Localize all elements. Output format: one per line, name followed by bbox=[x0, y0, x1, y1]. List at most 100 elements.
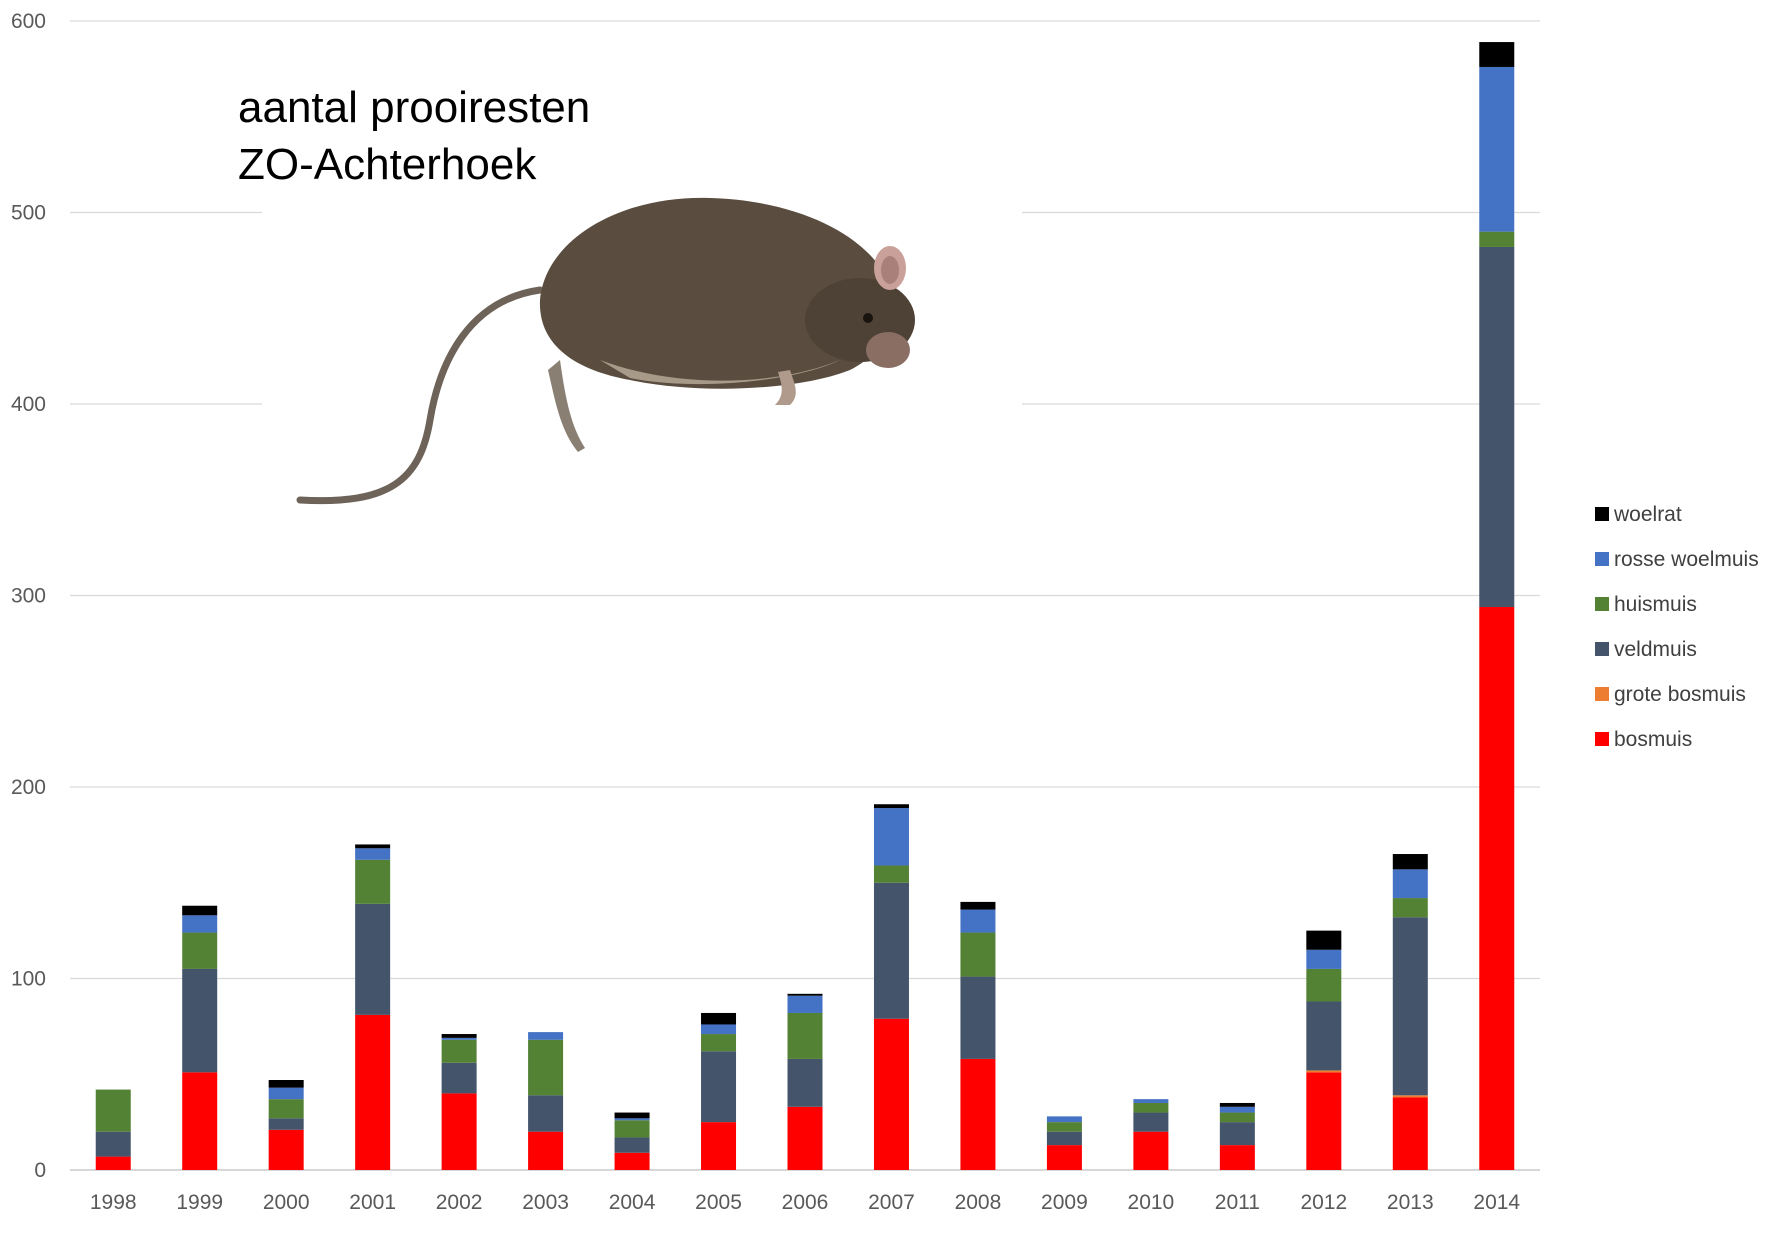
bar-segment bbox=[1133, 1099, 1169, 1103]
bar-segment bbox=[1392, 917, 1428, 1096]
legend-swatch bbox=[1595, 642, 1609, 656]
y-tick-label: 500 bbox=[11, 202, 46, 225]
x-tick-label: 2011 bbox=[1215, 1191, 1260, 1214]
bar-segment bbox=[182, 1072, 218, 1170]
y-tick-label: 400 bbox=[11, 393, 46, 416]
bar-segment bbox=[1046, 1122, 1082, 1132]
bar-segment bbox=[1306, 1001, 1342, 1071]
bar-segment bbox=[528, 1131, 564, 1170]
bar-segment bbox=[1133, 1131, 1169, 1170]
bar-segment bbox=[960, 909, 996, 933]
bar-segment bbox=[1479, 606, 1515, 1170]
bar-segment bbox=[95, 1089, 131, 1132]
bar-segment bbox=[1219, 1106, 1255, 1113]
legend: woelrat rosse woelmuis huismuis veldmuis gro… bbox=[1595, 503, 1759, 751]
bar-segment bbox=[1479, 42, 1515, 67]
bar-segment bbox=[960, 901, 996, 910]
bar-segment bbox=[355, 848, 391, 860]
x-tick-label: 2010 bbox=[1128, 1191, 1175, 1214]
x-tick-label: 2014 bbox=[1473, 1191, 1520, 1214]
legend-label: bosmuis bbox=[1614, 728, 1692, 751]
bar-segment bbox=[960, 1058, 996, 1170]
bar-segment bbox=[1392, 1095, 1428, 1098]
bar-segment bbox=[701, 1012, 737, 1025]
bar-segment bbox=[528, 1095, 564, 1132]
bar-segment bbox=[787, 995, 823, 1013]
bar-segment bbox=[614, 1120, 650, 1138]
legend-swatch bbox=[1595, 687, 1609, 701]
bar-segment bbox=[873, 865, 909, 883]
bar-segment bbox=[787, 1106, 823, 1170]
bar-segment bbox=[1046, 1131, 1082, 1146]
bar-segment bbox=[268, 1079, 304, 1088]
bar-segment bbox=[1219, 1112, 1255, 1123]
bar-segment bbox=[1219, 1145, 1255, 1170]
bar-segment bbox=[701, 1034, 737, 1052]
bar-segment bbox=[441, 1037, 477, 1040]
mouse-photo bbox=[262, 195, 1022, 505]
bar-segment bbox=[355, 903, 391, 1015]
x-tick-label: 2003 bbox=[522, 1191, 569, 1214]
bar-segment bbox=[1392, 869, 1428, 899]
bar-segment bbox=[701, 1024, 737, 1035]
bar-segment bbox=[873, 808, 909, 866]
legend-swatch bbox=[1595, 552, 1609, 566]
bars bbox=[95, 42, 1515, 1170]
bar-segment bbox=[1306, 930, 1342, 950]
bar-segment bbox=[873, 804, 909, 809]
x-tick-label: 2000 bbox=[263, 1191, 310, 1214]
legend-label: huismuis bbox=[1614, 593, 1697, 616]
bar-segment bbox=[1046, 1145, 1082, 1170]
bar-segment bbox=[268, 1087, 304, 1100]
bar-segment bbox=[1306, 1070, 1342, 1073]
x-tick-label: 2007 bbox=[868, 1191, 915, 1214]
bar-segment bbox=[441, 1034, 477, 1038]
x-axis: 1998 1999 2000 2001 2002 2003 2004 2005 2006 2007… bbox=[90, 1191, 1521, 1214]
bar-segment bbox=[787, 1012, 823, 1059]
bar-segment bbox=[1219, 1122, 1255, 1146]
bar-segment bbox=[1479, 246, 1515, 607]
legend-swatch bbox=[1595, 732, 1609, 746]
bar-segment bbox=[355, 1014, 391, 1170]
bar-segment bbox=[614, 1152, 650, 1170]
bar-segment bbox=[960, 976, 996, 1059]
chart-title-line: ZO-Achterhoek bbox=[238, 140, 537, 189]
bar-segment bbox=[614, 1137, 650, 1153]
bar-segment bbox=[873, 882, 909, 1019]
bar-segment bbox=[1479, 231, 1515, 247]
legend-label: grote bosmuis bbox=[1614, 683, 1746, 706]
y-tick-label: 0 bbox=[34, 1159, 46, 1182]
bar-segment bbox=[1219, 1102, 1255, 1107]
y-tick-label: 200 bbox=[11, 776, 46, 799]
bar-segment bbox=[441, 1039, 477, 1063]
bar-segment bbox=[1306, 968, 1342, 1002]
bar-segment bbox=[787, 1058, 823, 1107]
bar-segment bbox=[1133, 1112, 1169, 1132]
chart-title-line: aantal prooiresten bbox=[238, 83, 590, 132]
bar-segment bbox=[701, 1051, 737, 1123]
bar-segment bbox=[182, 968, 218, 1073]
bar-segment bbox=[1392, 898, 1428, 918]
bar-segment bbox=[1392, 854, 1428, 870]
bar-segment bbox=[268, 1099, 304, 1119]
x-tick-label: 1999 bbox=[176, 1191, 223, 1214]
x-tick-label: 2013 bbox=[1387, 1191, 1434, 1214]
bar-segment bbox=[528, 1032, 564, 1040]
x-tick-label: 2002 bbox=[436, 1191, 483, 1214]
bar-segment bbox=[873, 1018, 909, 1170]
x-tick-label: 2005 bbox=[695, 1191, 742, 1214]
bar-segment bbox=[441, 1062, 477, 1094]
bar-segment bbox=[268, 1129, 304, 1170]
x-tick-label: 2004 bbox=[609, 1191, 656, 1214]
bar-segment bbox=[182, 932, 218, 969]
bar-segment bbox=[1306, 1072, 1342, 1170]
legend-swatch bbox=[1595, 507, 1609, 521]
x-tick-label: 2006 bbox=[782, 1191, 829, 1214]
bar-segment bbox=[701, 1122, 737, 1170]
x-tick-label: 2001 bbox=[349, 1191, 396, 1214]
chart-title: aantal prooiresten ZO-Achterhoek bbox=[238, 83, 590, 189]
bar-segment bbox=[1392, 1097, 1428, 1170]
bar-segment bbox=[787, 993, 823, 996]
x-tick-label: 2012 bbox=[1300, 1191, 1347, 1214]
bar-segment bbox=[95, 1156, 131, 1170]
